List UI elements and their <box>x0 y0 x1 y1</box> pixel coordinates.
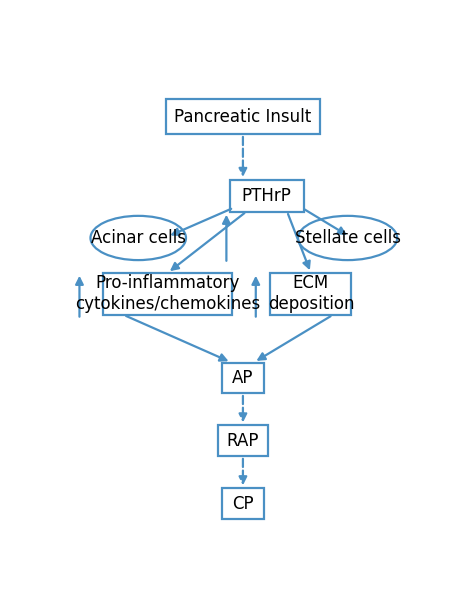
FancyBboxPatch shape <box>103 273 232 315</box>
Ellipse shape <box>298 216 397 260</box>
Ellipse shape <box>91 216 186 260</box>
Text: Stellate cells: Stellate cells <box>295 229 401 247</box>
FancyBboxPatch shape <box>230 180 303 212</box>
Text: Acinar cells: Acinar cells <box>91 229 186 247</box>
FancyBboxPatch shape <box>222 488 264 518</box>
Text: ECM
deposition: ECM deposition <box>268 275 354 313</box>
FancyBboxPatch shape <box>222 362 264 393</box>
FancyBboxPatch shape <box>271 273 351 315</box>
Text: CP: CP <box>232 494 254 512</box>
Text: RAP: RAP <box>227 431 259 450</box>
Text: PTHrP: PTHrP <box>242 187 292 205</box>
Text: Pro-inflammatory
cytokines/chemokines: Pro-inflammatory cytokines/chemokines <box>75 275 260 313</box>
Text: Pancreatic Insult: Pancreatic Insult <box>174 108 311 126</box>
FancyBboxPatch shape <box>218 425 268 456</box>
Text: AP: AP <box>232 368 254 387</box>
FancyBboxPatch shape <box>166 99 320 134</box>
